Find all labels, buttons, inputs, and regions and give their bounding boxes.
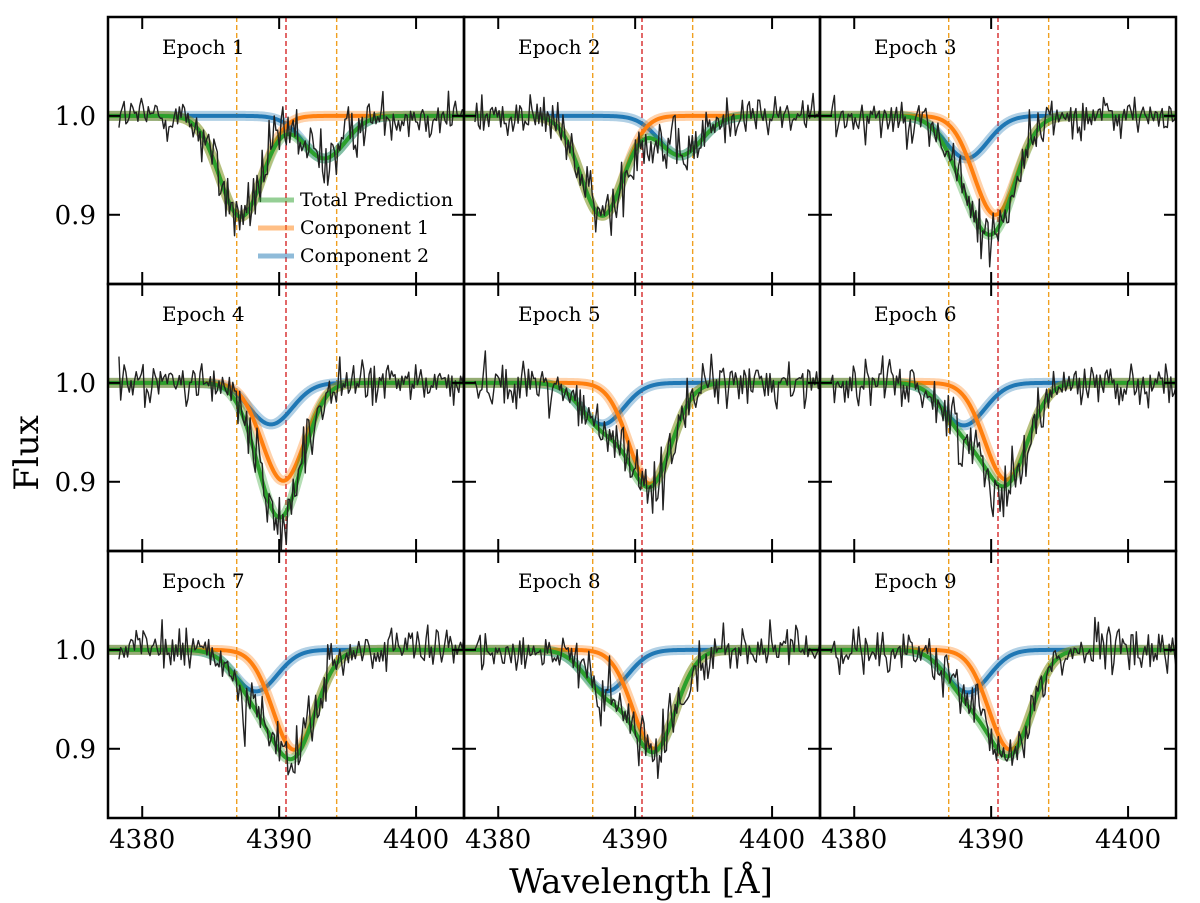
legend-label-1: Total Prediction — [300, 189, 453, 211]
x-tick-label: 4400 — [739, 825, 805, 855]
x-tick-label: 4390 — [246, 825, 312, 855]
observed-spectrum-epoch-8 — [474, 619, 820, 780]
x-tick-label: 4400 — [383, 825, 449, 855]
x-tick-label: 4390 — [958, 825, 1024, 855]
panel-frame-epoch-9 — [818, 549, 1178, 820]
observed-spectrum-epoch-2 — [474, 92, 820, 236]
legend-label-3: Component 2 — [300, 245, 429, 267]
epoch-label-3: Epoch 3 — [874, 35, 957, 59]
x-tick-label: 4390 — [602, 825, 668, 855]
epoch-label-6: Epoch 6 — [874, 302, 957, 326]
plot-area-epoch-4 — [108, 284, 464, 551]
epoch-label-7: Epoch 7 — [162, 569, 245, 593]
plot-area-epoch-2 — [464, 17, 820, 284]
x-axis-title: Wavelength [Å] — [509, 861, 773, 902]
panel-epoch-8: 4380 4390 4400 Epoch 8 — [462, 549, 822, 855]
y-tick-label: 1.0 — [55, 636, 96, 666]
y-tick-label: 0.9 — [55, 468, 96, 498]
y-axis-title: Flux — [7, 415, 47, 491]
epoch-label-2: Epoch 2 — [518, 35, 601, 59]
panel-epoch-6: Epoch 6 — [818, 282, 1178, 553]
plot-area-epoch-1 — [108, 17, 464, 284]
plot-area-epoch-5 — [464, 284, 820, 551]
panel-epoch-9: 4380 4390 4400 Epoch 9 — [818, 549, 1178, 855]
total-prediction-curve-epoch-4 — [108, 380, 464, 520]
total-prediction-curve-epoch-5 — [464, 380, 820, 490]
y-tick-label: 1.0 — [55, 369, 96, 399]
observed-spectrum-epoch-3 — [830, 94, 1176, 268]
legend-label-2: Component 1 — [300, 217, 429, 239]
plot-area-epoch-6 — [820, 284, 1176, 551]
x-tick-label: 4380 — [109, 825, 175, 855]
panel-epoch-1: 0.9 1.0 Epoch 1 Total Prediction Component 1… — [55, 15, 466, 286]
plot-area-epoch-8 — [464, 551, 820, 818]
observed-spectrum-epoch-9 — [830, 616, 1176, 766]
y-tick-label: 0.9 — [55, 735, 96, 765]
observed-spectrum-epoch-4 — [118, 356, 464, 551]
panel-epoch-3: Epoch 3 — [818, 15, 1178, 286]
panel-epoch-2: Epoch 2 — [462, 15, 822, 286]
plot-area-epoch-9 — [820, 551, 1176, 818]
epoch-label-5: Epoch 5 — [518, 302, 601, 326]
epoch-label-9: Epoch 9 — [874, 569, 957, 593]
total-prediction-curve-epoch-6 — [820, 380, 1176, 489]
epoch-label-4: Epoch 4 — [162, 302, 245, 326]
observed-spectrum-epoch-5 — [474, 350, 820, 514]
y-tick-label: 1.0 — [55, 102, 96, 132]
panel-epoch-7: 0.9 1.0 4380 4390 4400 Epoch 7 — [55, 549, 466, 855]
epoch-label-1: Epoch 1 — [162, 35, 245, 59]
x-tick-label: 4380 — [821, 825, 887, 855]
total-prediction-band-epoch-4 — [108, 377, 464, 523]
panel-epoch-4: 0.9 1.0 Epoch 4 — [55, 282, 466, 553]
plot-area-epoch-3 — [820, 17, 1176, 284]
plot-area-epoch-7 — [108, 551, 464, 818]
y-tick-label: 0.9 — [55, 201, 96, 231]
epoch-label-8: Epoch 8 — [518, 569, 601, 593]
observed-spectrum-epoch-1 — [118, 90, 464, 237]
legend: Total Prediction Component 1 Component 2 — [258, 189, 453, 267]
x-tick-label: 4380 — [465, 825, 531, 855]
panel-epoch-5: Epoch 5 — [462, 282, 822, 553]
component-2-band-epoch-8 — [464, 644, 820, 697]
observed-spectrum-epoch-6 — [830, 355, 1176, 518]
observed-spectrum-epoch-7 — [118, 619, 464, 776]
x-tick-label: 4400 — [1095, 825, 1161, 855]
panel-grid: 0.9 1.0 Epoch 1 Total Prediction Component 1… — [55, 15, 1178, 855]
